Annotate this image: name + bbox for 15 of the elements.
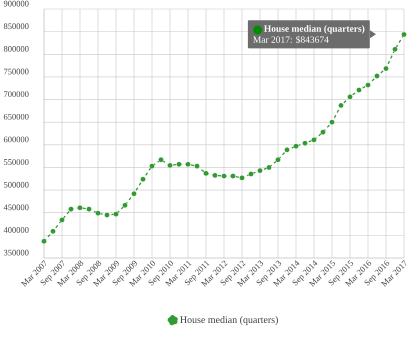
- y-tick-label: 600000: [4, 136, 29, 142]
- y-tick-label: 750000: [4, 68, 29, 74]
- y-tick-label: 650000: [4, 114, 29, 120]
- y-tick-label: 550000: [4, 159, 29, 165]
- y-tick-label: 850000: [4, 23, 29, 30]
- y-tick-label: 400000: [4, 227, 29, 233]
- y-tick-label: 700000: [4, 91, 29, 98]
- y-tick-label: 450000: [4, 204, 29, 210]
- annotation: House median (quarters): [264, 25, 364, 34]
- annotation: Mar 2017: $843674: [253, 36, 329, 44]
- y-tick-label: 800000: [4, 46, 29, 52]
- legend-label: House median (quarters): [180, 316, 278, 326]
- y-tick-label: 500000: [4, 182, 29, 188]
- y-tick-label: 350000: [4, 250, 29, 256]
- y-tick-label: 900000: [4, 0, 29, 6]
